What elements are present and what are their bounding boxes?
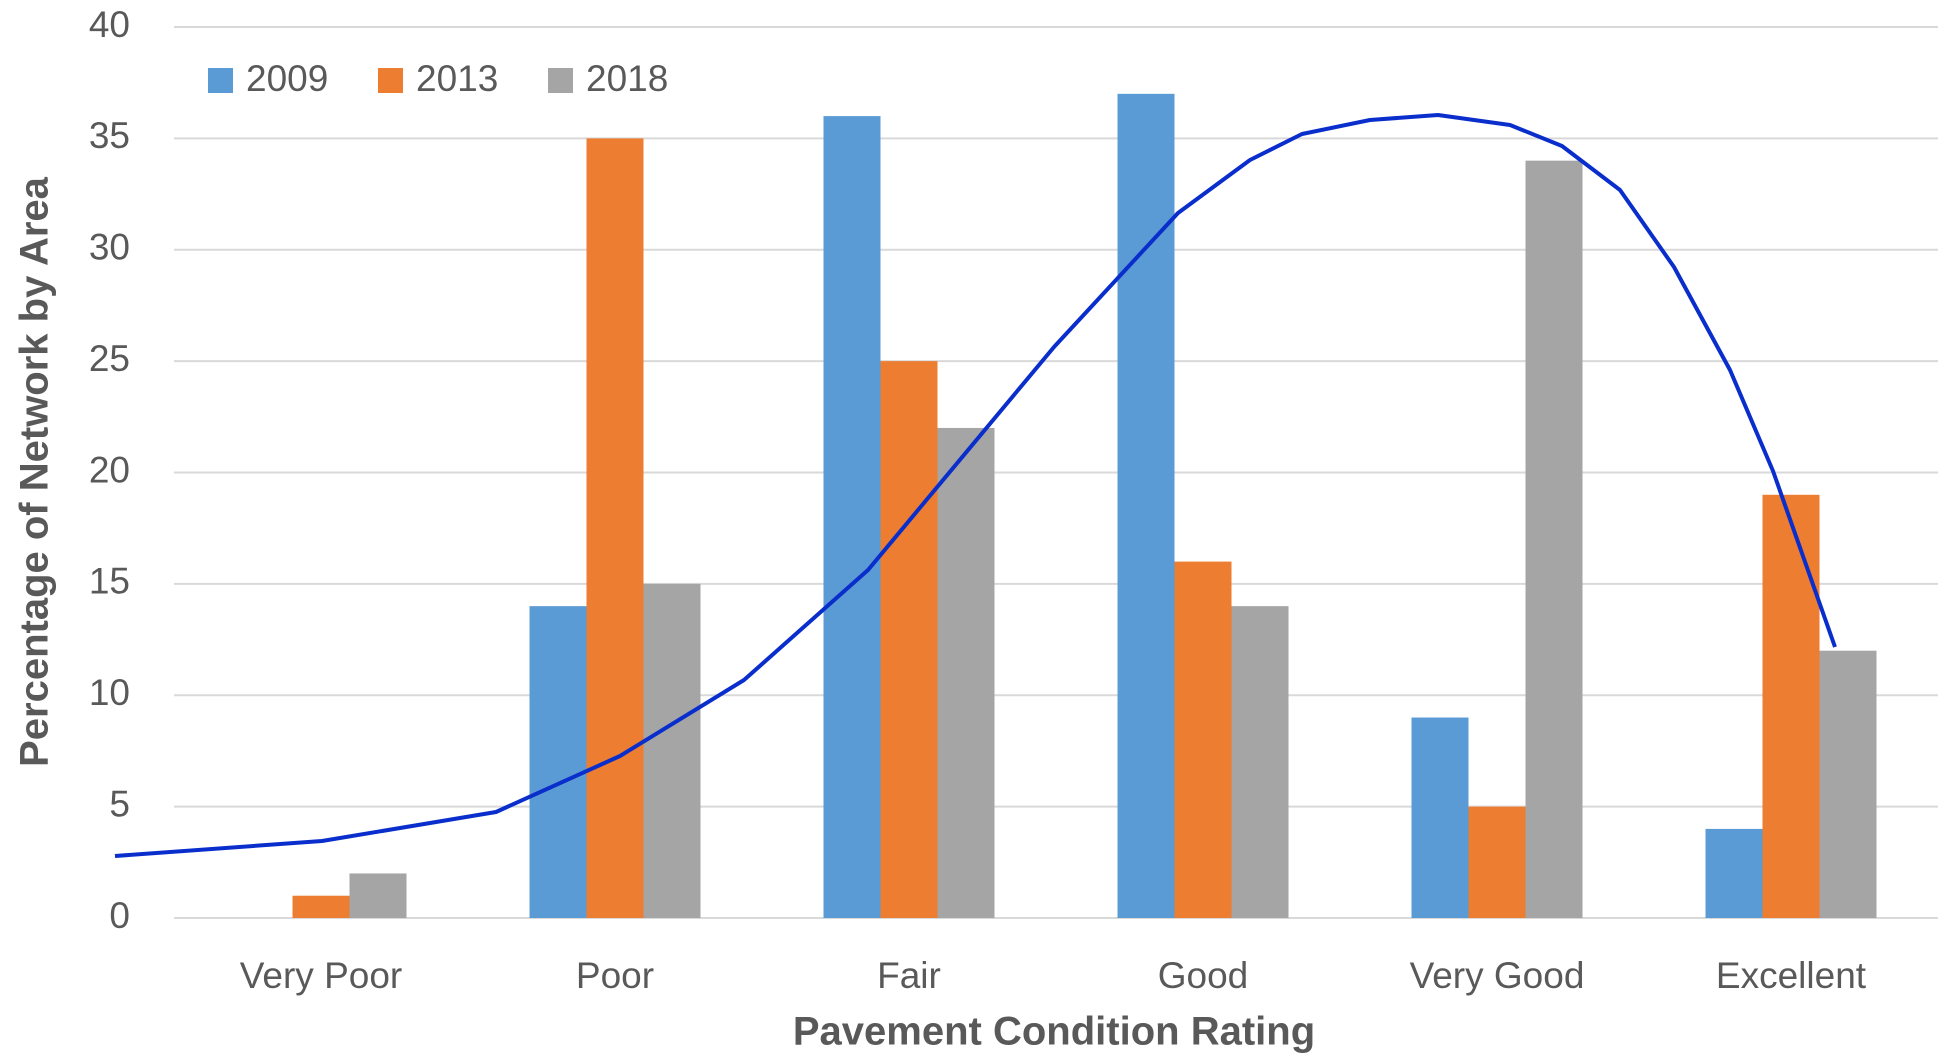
- y-tick-label: 10: [89, 672, 130, 713]
- bar: [349, 873, 407, 918]
- x-tick-label: Very Poor: [240, 955, 402, 996]
- y-tick-label: 40: [89, 4, 130, 45]
- bar: [880, 361, 938, 918]
- bar: [937, 427, 995, 918]
- legend-swatch: [548, 68, 573, 93]
- y-axis-title: Percentage of Network by Area: [13, 176, 57, 767]
- bar: [529, 606, 587, 918]
- bar: [1117, 93, 1175, 918]
- bar: [1174, 561, 1232, 918]
- x-tick-label: Very Good: [1410, 955, 1585, 996]
- bar: [1411, 717, 1469, 918]
- y-tick-label: 30: [89, 227, 130, 268]
- y-tick-label: 20: [89, 449, 130, 490]
- x-tick-label: Excellent: [1716, 955, 1867, 996]
- bar: [1525, 160, 1583, 918]
- y-tick-label: 0: [109, 895, 130, 936]
- bars: [292, 93, 1877, 919]
- bar: [1468, 806, 1526, 918]
- legend-swatch: [378, 68, 403, 93]
- x-axis-title: Pavement Condition Rating: [793, 1010, 1315, 1054]
- bar: [292, 895, 350, 918]
- legend-label: 2018: [586, 58, 668, 99]
- legend-label: 2013: [416, 58, 498, 99]
- legend: 2009 2013 2018: [208, 58, 668, 99]
- bar: [1231, 606, 1289, 918]
- y-tick-label: 35: [89, 115, 130, 156]
- y-tick-label: 25: [89, 338, 130, 379]
- trend-curve: [114, 113, 1837, 858]
- x-tick-label: Poor: [576, 955, 654, 996]
- legend-label: 2009: [246, 58, 328, 99]
- x-tick-label: Fair: [877, 955, 941, 996]
- bar: [823, 116, 881, 919]
- bar: [1819, 650, 1877, 918]
- y-tick-label: 5: [109, 783, 130, 824]
- bar: [586, 138, 644, 918]
- bar: [643, 583, 701, 918]
- bar: [1705, 828, 1763, 918]
- bar: [1762, 494, 1820, 918]
- legend-swatch: [208, 68, 233, 93]
- grid: 0 5 10 15 20 25 30 35 40 Very Poor Poor Fair Good Ver…: [89, 4, 1938, 996]
- x-tick-label: Good: [1158, 955, 1249, 996]
- y-tick-label: 15: [89, 561, 130, 602]
